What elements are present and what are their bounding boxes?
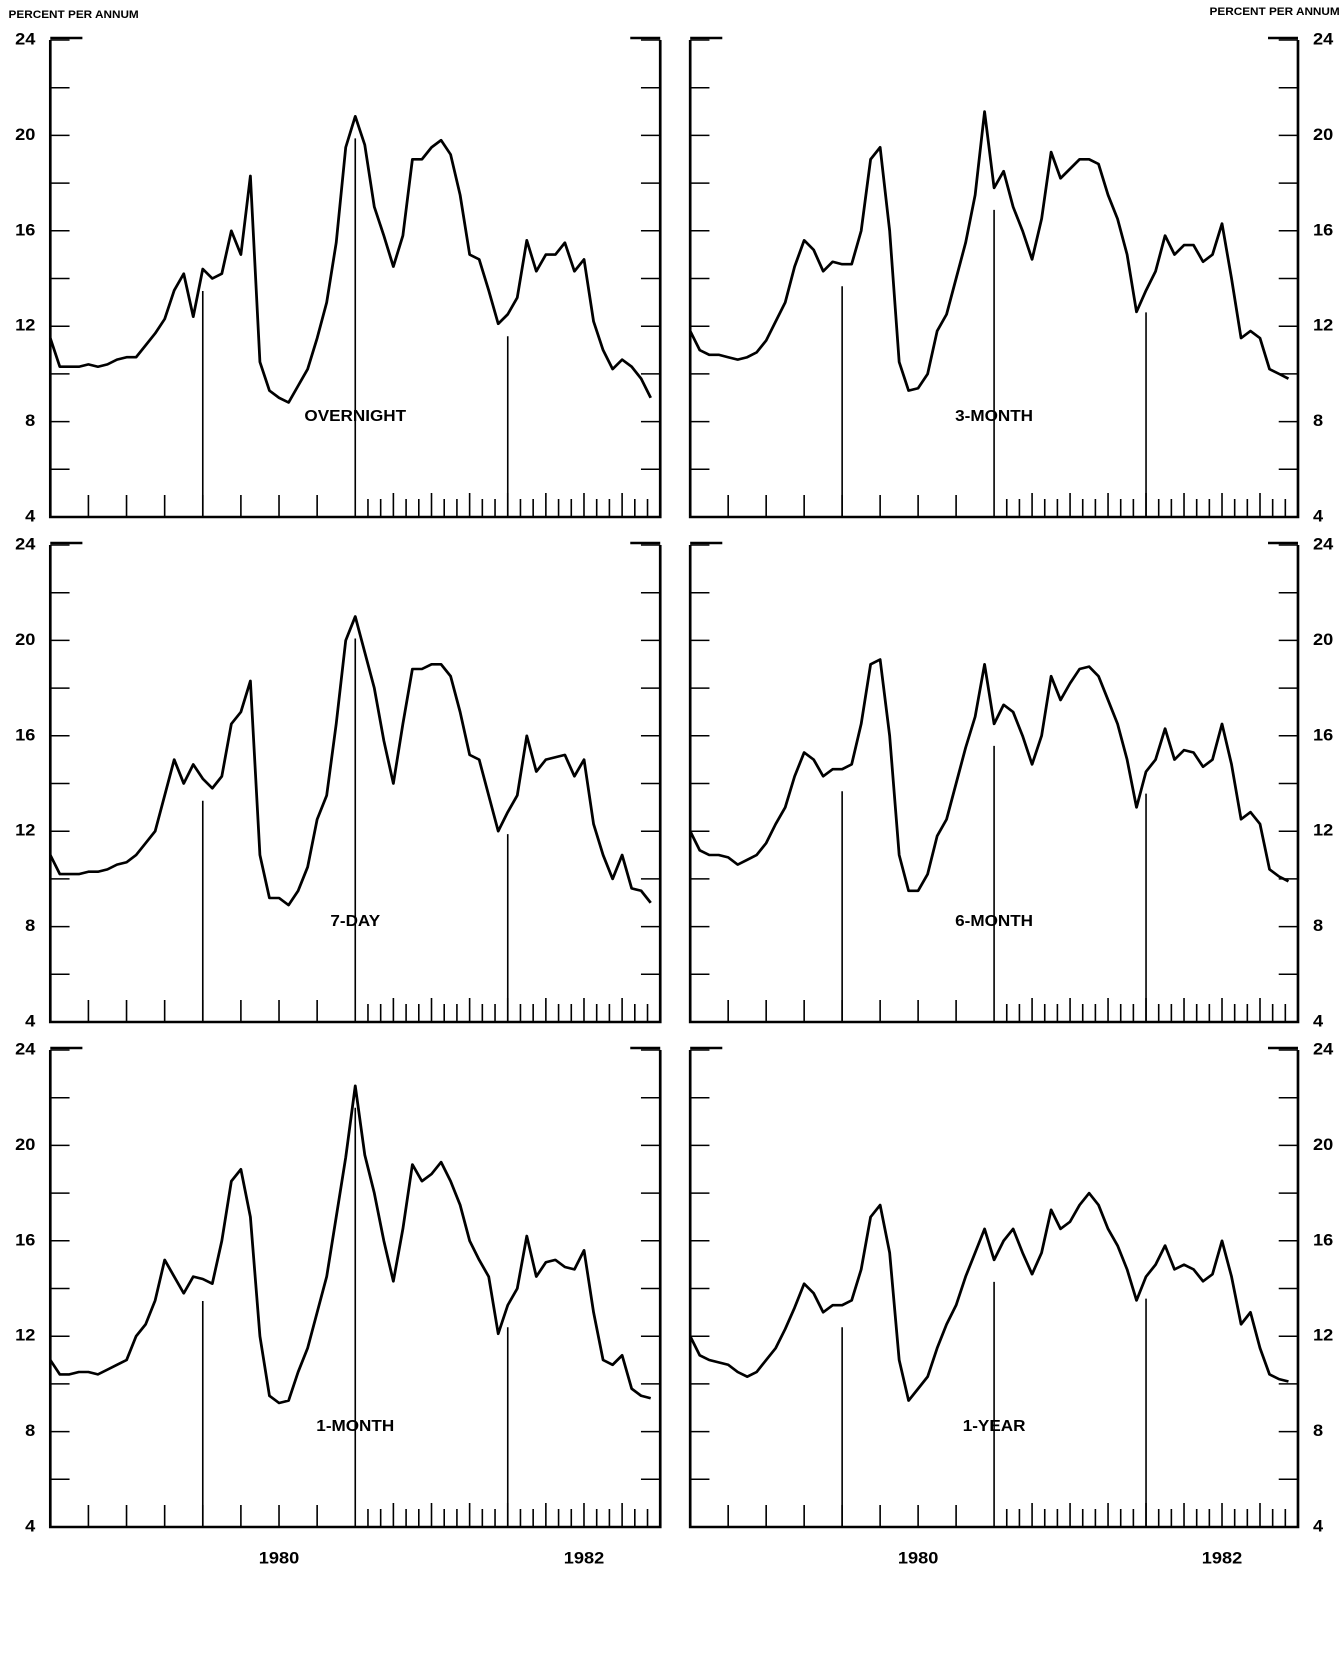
- y-tick-label: 4: [1313, 506, 1323, 525]
- panel-label: 1-YEAR: [963, 1417, 1026, 1435]
- y-tick-label: 20: [1313, 124, 1333, 143]
- series-line: [688, 658, 1290, 893]
- y-tick-label: 16: [1313, 1230, 1333, 1249]
- y-tick-label: 12: [15, 820, 35, 839]
- y-tick-label: 8: [25, 916, 35, 935]
- y-tick-label: 8: [25, 1421, 35, 1440]
- y-tick-label: 4: [25, 1516, 35, 1535]
- y-axis-title: PERCENT PER ANNUM: [1210, 6, 1340, 18]
- x-tick-label: 1982: [564, 1548, 605, 1567]
- y-tick-label: 16: [15, 725, 35, 744]
- y-tick-label: 8: [1313, 916, 1323, 935]
- y-tick-label: 12: [1313, 315, 1333, 334]
- y-tick-label: 16: [1313, 725, 1333, 744]
- y-tick-label: 12: [15, 1325, 35, 1344]
- panel-label: 7-DAY: [330, 912, 380, 930]
- y-tick-label: 24: [1313, 1039, 1333, 1058]
- y-tick-label: 12: [15, 315, 35, 334]
- y-tick-label: 24: [15, 534, 35, 553]
- panel-label: OVERNIGHT: [304, 407, 406, 425]
- y-tick-label: 12: [1313, 1325, 1333, 1344]
- panel-label: 6-MONTH: [955, 912, 1033, 930]
- series-line: [688, 1191, 1289, 1402]
- series-line: [48, 115, 652, 404]
- y-tick-label: 20: [15, 629, 35, 648]
- y-tick-label: 24: [15, 29, 35, 48]
- x-tick-label: 1982: [1202, 1548, 1243, 1567]
- y-tick-label: 24: [1313, 29, 1333, 48]
- y-tick-label: 16: [15, 1230, 35, 1249]
- y-tick-label: 4: [25, 1011, 35, 1030]
- y-tick-label: 20: [1313, 1134, 1333, 1153]
- y-tick-label: 20: [1313, 629, 1333, 648]
- x-tick-label: 1980: [898, 1548, 939, 1567]
- y-tick-label: 4: [1313, 1516, 1323, 1535]
- y-tick-label: 20: [15, 124, 35, 143]
- y-tick-label: 8: [25, 411, 35, 430]
- y-tick-label: 8: [1313, 411, 1323, 430]
- y-tick-label: 24: [1313, 534, 1333, 553]
- y-tick-label: 8: [1313, 1421, 1323, 1440]
- y-tick-label: 20: [15, 1134, 35, 1153]
- series-line: [688, 110, 1290, 392]
- y-axis-title: PERCENT PER ANNUM: [9, 9, 139, 21]
- y-tick-label: 4: [1313, 1011, 1323, 1030]
- series-line: [49, 1084, 652, 1405]
- panel-label: 3-MONTH: [955, 407, 1033, 425]
- y-tick-label: 24: [15, 1039, 35, 1058]
- y-tick-label: 12: [1313, 820, 1333, 839]
- series-line: [49, 615, 652, 907]
- y-tick-label: 16: [1313, 220, 1333, 239]
- y-tick-label: 16: [15, 220, 35, 239]
- x-tick-label: 1980: [259, 1548, 300, 1567]
- panel-label: 1-MONTH: [316, 1417, 394, 1435]
- y-tick-label: 4: [25, 506, 35, 525]
